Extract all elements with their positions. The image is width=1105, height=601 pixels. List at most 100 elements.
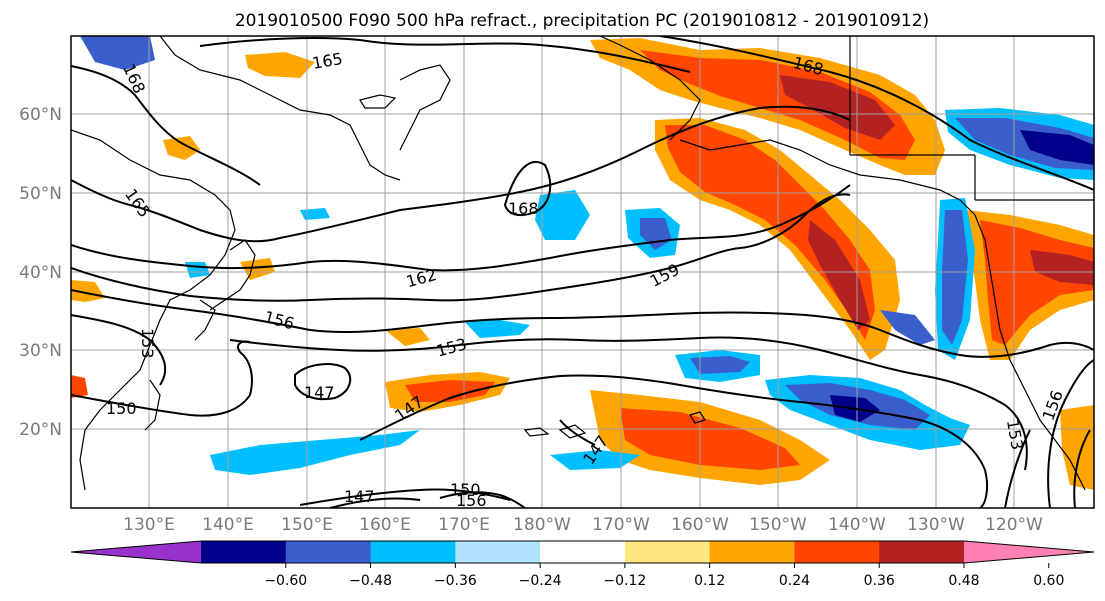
contour-156 <box>71 289 1094 358</box>
precip-negative-region <box>210 430 420 475</box>
contour-165-north <box>199 37 691 73</box>
precip-positive-region <box>163 136 200 160</box>
colorbar-tick-label: 0.36 <box>864 573 895 589</box>
precip-positive-region <box>808 220 870 330</box>
lon-label: 160°W <box>671 515 729 535</box>
contour-159 <box>71 193 851 302</box>
contour-165-west <box>71 105 851 243</box>
map-content: 165 168 168 168 165 162 159 156 153 150 … <box>71 36 1094 510</box>
precip-positive-region <box>71 280 105 302</box>
precip-negative-region <box>942 210 968 345</box>
contour-label: 153 <box>138 328 157 359</box>
colorbar-tick-label: −0.12 <box>603 573 646 589</box>
chart-title: 2019010500 F090 500 hPa refract., precip… <box>235 11 929 31</box>
contour-168-loop <box>503 160 552 217</box>
precip-negative-region <box>300 208 330 220</box>
contour-153-se <box>1004 429 1031 508</box>
lat-label: 40°N <box>19 263 62 283</box>
lon-label: 150°E <box>281 515 333 535</box>
precip-positive-region <box>780 75 895 140</box>
precip-positive-region <box>245 52 315 78</box>
contour-156-se <box>1047 359 1094 508</box>
lon-label: 130°W <box>907 515 965 535</box>
contour-150-south <box>299 488 511 506</box>
lat-label: 30°N <box>19 341 62 361</box>
colorbar-tick-label: 0.48 <box>948 573 979 589</box>
contour-label: 156 <box>456 491 487 510</box>
colorbar-tick-label: 0.24 <box>779 573 810 589</box>
precip-positive-region <box>405 380 495 402</box>
lon-label: 160°E <box>359 515 411 535</box>
precip-positive-region <box>980 220 1094 345</box>
lon-label: 150°W <box>749 515 807 535</box>
colorbar-segment <box>455 541 541 563</box>
colorbar-segment <box>624 541 711 563</box>
colorbar-tick-label: −0.60 <box>264 573 307 589</box>
colorbar-extend-low <box>71 541 201 563</box>
colorbar-segment <box>285 541 372 563</box>
contour-147-south <box>559 419 596 446</box>
colorbar-segment <box>540 541 626 563</box>
precip-positive-region <box>1060 405 1094 490</box>
contour-153-south <box>439 491 526 508</box>
precip-negative-region <box>465 320 530 338</box>
contour-label: 147 <box>344 487 375 506</box>
colorbar-tick-label: −0.36 <box>434 573 477 589</box>
lon-label: 180°W <box>513 515 571 535</box>
contour-150 <box>71 340 253 417</box>
colorbar-tick-label: 0.12 <box>694 573 725 589</box>
graticule <box>71 36 1094 508</box>
lon-label: 130°E <box>123 515 175 535</box>
contour-label: 168 <box>508 199 539 218</box>
colorbar-segment <box>201 541 287 563</box>
lat-label: 20°N <box>19 420 62 440</box>
colorbar-segment <box>709 541 795 563</box>
colorbar-tick-label: −0.24 <box>519 573 562 589</box>
contour-153 <box>71 314 1028 471</box>
lon-label: 140°W <box>828 515 886 535</box>
precip-positive-region <box>665 125 875 340</box>
precip-negative-region <box>1020 130 1094 165</box>
colorbar: −0.60 −0.48 −0.36 −0.24 −0.12 0.12 0.24 0.36 0.4… <box>70 540 1095 589</box>
precip-positive-region <box>240 258 275 280</box>
lon-label: 170°E <box>438 515 490 535</box>
precip-negative-region <box>880 310 935 345</box>
colorbar-segment <box>879 541 965 563</box>
contour-168-west <box>71 65 261 186</box>
precip-positive-region <box>1030 250 1094 285</box>
contour-147 <box>359 374 989 508</box>
precip-negative-region <box>550 450 640 470</box>
precip-positive-region <box>620 408 800 470</box>
lon-label: 140°E <box>202 515 254 535</box>
lon-label: 170°W <box>592 515 650 535</box>
colorbar-segment <box>370 541 456 563</box>
precip-negative-region <box>690 356 750 374</box>
lon-label: 120°W <box>985 515 1043 535</box>
coastlines <box>71 36 1094 491</box>
contour-147-loop <box>294 363 352 401</box>
contour-label: 147 <box>304 383 335 402</box>
map-frame <box>70 35 1095 509</box>
lat-label: 60°N <box>19 105 62 125</box>
colorbar-segment <box>794 541 880 563</box>
precip-negative-region <box>535 190 590 240</box>
colorbar-outline <box>70 540 1095 564</box>
lat-label: 50°N <box>19 184 62 204</box>
latitude-labels: 60°N 50°N 40°N 30°N 20°N <box>19 105 62 440</box>
contour-159-se <box>1073 429 1091 508</box>
precip-positive-region <box>385 328 430 346</box>
colorbar-tick-label: 0.60 <box>1033 573 1064 589</box>
longitude-labels: 130°E 140°E 150°E 160°E 170°E 180°W 170°… <box>123 515 1043 535</box>
contour-label: 150 <box>106 399 137 418</box>
precip-negative-region <box>80 36 155 70</box>
contour-162 <box>71 184 851 272</box>
colorbar-tick-label: −0.48 <box>349 573 392 589</box>
contour-label: 150 <box>450 480 481 499</box>
colorbar-extend-high <box>964 541 1094 563</box>
contour-147-south-2 <box>329 497 421 508</box>
contour-168-north <box>659 36 1094 191</box>
contour-lines <box>71 36 1094 508</box>
precip-positive-region <box>71 375 88 398</box>
